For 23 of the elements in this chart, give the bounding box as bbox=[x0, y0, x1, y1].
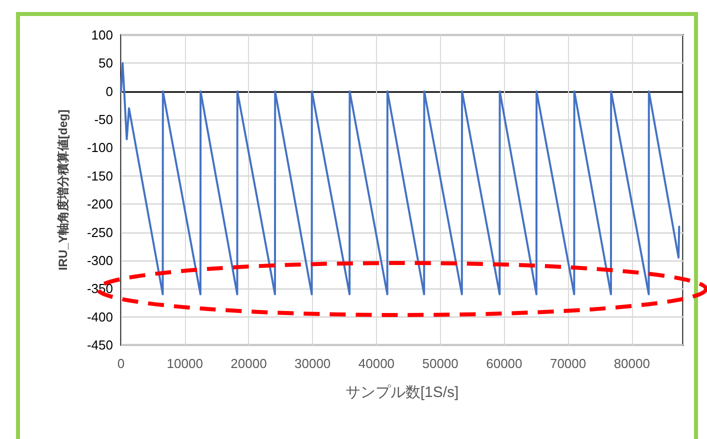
y-tick-label: -400 bbox=[86, 309, 113, 324]
y-tick-label: -250 bbox=[86, 224, 113, 240]
x-tick-label: 40000 bbox=[358, 356, 395, 371]
y-tick-label: -50 bbox=[94, 112, 113, 128]
y-tick-label: 100 bbox=[91, 28, 113, 42]
line-series bbox=[120, 62, 680, 296]
y-tick-label: -300 bbox=[86, 252, 113, 268]
y-tick-label: -150 bbox=[86, 168, 113, 184]
x-tick-label: 0 bbox=[117, 356, 125, 371]
x-tick-label: 60000 bbox=[486, 356, 522, 371]
y-tick-label: -450 bbox=[86, 338, 113, 352]
y-tick-label: -200 bbox=[86, 196, 113, 212]
y-tick-label: 0 bbox=[106, 84, 113, 99]
y-tick-label: -100 bbox=[86, 140, 113, 156]
x-tick-label: 80000 bbox=[614, 356, 650, 371]
x-axis-title: サンプル数[1S/s] bbox=[345, 384, 459, 401]
x-tick-label: 70000 bbox=[550, 356, 586, 371]
x-tick-label: 30000 bbox=[294, 356, 331, 371]
y-tick-label: 50 bbox=[98, 56, 113, 71]
y-axis-title: IRU_Y軸角度増分積算値[deg] bbox=[56, 110, 70, 270]
x-tick-label: 50000 bbox=[422, 356, 458, 371]
x-tick-label: 20000 bbox=[230, 356, 267, 371]
x-tick-label: 10000 bbox=[166, 356, 203, 371]
